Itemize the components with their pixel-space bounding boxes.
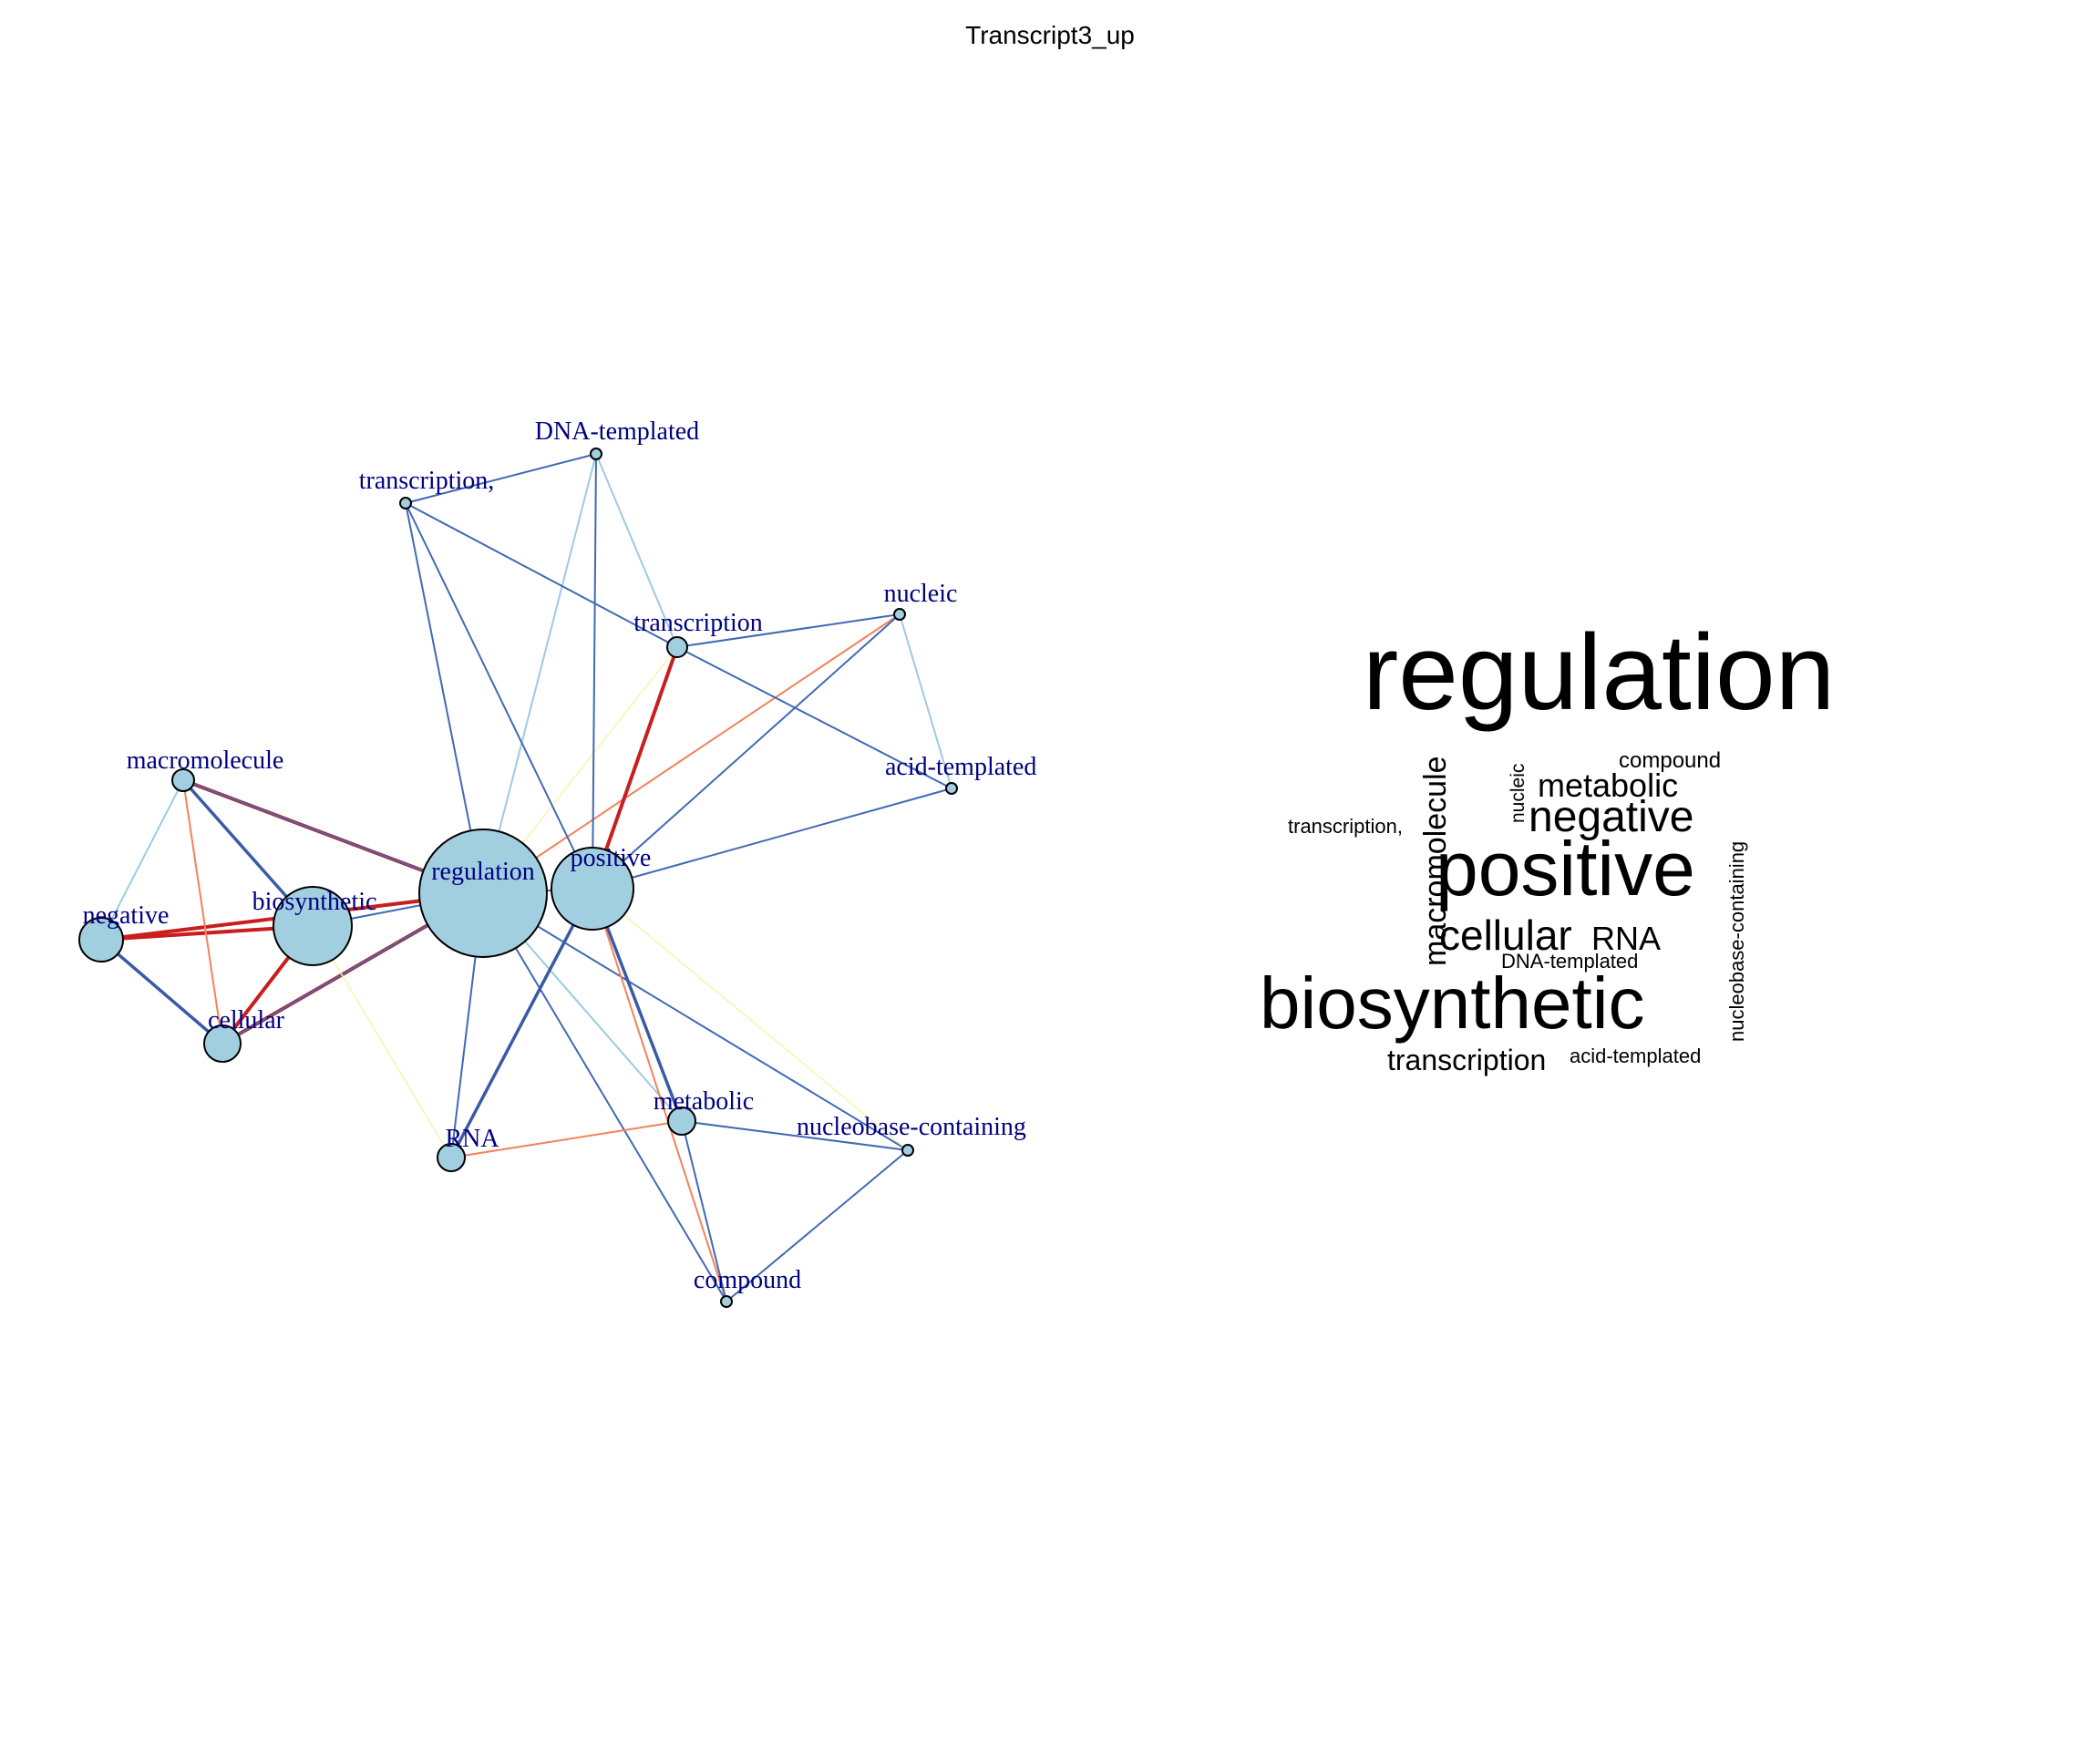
node-label-positive: positive (571, 844, 652, 872)
cloud-word-transcription: transcription (1387, 1044, 1546, 1076)
node-nucleobase_containing (901, 1144, 914, 1157)
node-label-regulation: regulation (431, 858, 535, 886)
cloud-word-transcription: transcription, (1288, 815, 1403, 838)
node-label-dna_templated: DNA-templated (535, 417, 699, 446)
edge-metabolic-rna (450, 1120, 683, 1158)
edge-transcription_comma-transcription (405, 502, 678, 648)
edge-positive-dna_templated (592, 453, 597, 890)
cloud-word-macromolecule: macromolecule (1418, 756, 1453, 966)
cloud-word-nucleic: nucleic (1508, 764, 1529, 823)
cloud-word-negative: negative (1529, 793, 1693, 841)
cloud-word-compound: compound (1619, 748, 1721, 773)
edge-positive-acid_templated (592, 788, 952, 890)
edge-dna_templated-transcription (595, 453, 678, 648)
node-label-negative: negative (83, 901, 170, 930)
node-negative (78, 917, 124, 962)
network-nodes (78, 448, 958, 1308)
cloud-word-biosynthetic: biosynthetic (1260, 962, 1644, 1044)
edge-positive-nucleobase_containing (592, 888, 909, 1151)
node-label-compound: compound (694, 1266, 801, 1294)
edge-transcription-acid_templated (676, 646, 952, 789)
node-label-transcription_comma: transcription, (359, 467, 495, 495)
edge-metabolic-compound (681, 1120, 727, 1302)
cloud-word-cellular: cellular (1439, 911, 1572, 959)
cloud-word-nucleobase-containing: nucleobase-containing (1725, 841, 1748, 1042)
node-cellular (203, 1024, 242, 1063)
edge-regulation-compound (482, 892, 727, 1302)
node-transcription_comma (399, 497, 412, 510)
cloud-word-rna: RNA (1591, 920, 1661, 957)
node-label-rna: RNA (445, 1125, 499, 1153)
edge-positive-rna (449, 887, 594, 1159)
node-compound (720, 1295, 733, 1308)
node-nucleic (893, 608, 906, 621)
cloud-word-dna-templated: DNA-templated (1501, 950, 1638, 973)
edge-negative-macromolecule (100, 779, 184, 941)
edge-positive-transcription_comma (405, 502, 593, 890)
cloud-word-metabolic: metabolic (1538, 767, 1678, 804)
edge-positive-transcription (591, 645, 679, 890)
cloud-word-acid-templated: acid-templated (1570, 1045, 1701, 1067)
edge-regulation-nucleic (482, 613, 901, 894)
node-label-cellular: cellular (208, 1006, 285, 1035)
node-metabolic (667, 1107, 696, 1136)
edge-biosynthetic-rna (312, 925, 452, 1158)
edge-nucleobase_containing-compound (726, 1149, 909, 1302)
edge-regulation-dna_templated (482, 453, 597, 894)
node-label-acid_templated: acid-templated (885, 753, 1036, 781)
cloud-word-positive: positive (1436, 826, 1695, 911)
node-dna_templated (590, 448, 602, 460)
node-positive (551, 847, 634, 931)
edge-regulation-nucleobase_containing (482, 892, 909, 1151)
edge-macromolecule-cellular (182, 779, 223, 1045)
node-regulation (418, 829, 548, 958)
node-label-nucleic: nucleic (884, 580, 958, 608)
node-label-nucleobase_containing: nucleobase-containing (797, 1113, 1026, 1141)
node-label-metabolic: metabolic (654, 1087, 754, 1116)
word-cloud: regulation positive biosynthetic negativeme… (1260, 612, 1835, 1076)
edge-metabolic-nucleobase_containing (681, 1120, 909, 1151)
edge-regulation-transcription_comma (405, 502, 484, 894)
figure-title: Transcript3_up (965, 21, 1135, 49)
node-label-biosynthetic: biosynthetic (252, 888, 377, 916)
network-graph: regulation positive biosynthetic negative ce… (78, 417, 1037, 1308)
node-transcription (666, 636, 688, 658)
node-macromolecule (171, 768, 195, 792)
node-label-transcription: transcription (633, 609, 763, 637)
edge-transcription-nucleic (676, 613, 901, 648)
node-biosynthetic (273, 886, 353, 966)
node-label-macromolecule: macromolecule (127, 746, 284, 775)
edge-positive-nucleic (592, 613, 901, 890)
network-labels: regulation positive biosynthetic negative ce… (83, 417, 1037, 1294)
edge-positive-compound (592, 888, 727, 1302)
cloud-word-regulation: regulation (1363, 612, 1835, 733)
edge-nucleic-acid_templated (899, 613, 952, 789)
edge-transcription_comma-dna_templated (405, 453, 597, 504)
node-acid_templated (945, 782, 958, 795)
edge-negative-cellular (99, 938, 224, 1045)
node-rna (437, 1143, 466, 1172)
